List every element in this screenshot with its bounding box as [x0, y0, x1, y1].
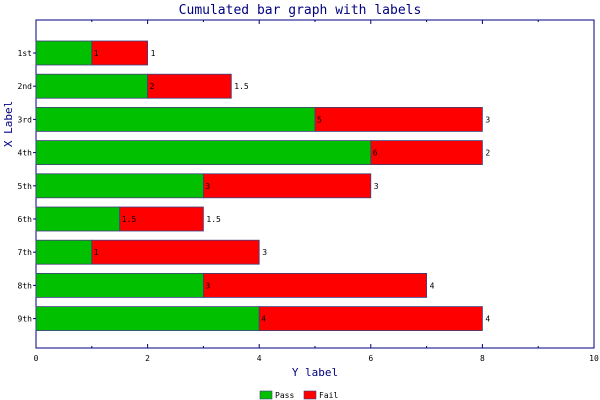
bar-pass-8th	[35, 272, 204, 298]
category-tick-label-3rd: 3rd	[18, 115, 33, 124]
data-label-pass-2nd: 2	[150, 82, 155, 91]
category-axis: 1st 2nd 3rd 4th 5th 6th 7th 8th 9th	[18, 49, 36, 324]
chart-title: Cumulated bar graph with labels	[179, 3, 422, 18]
value-axis: 0 2 4 6 8 10	[34, 20, 599, 363]
data-label-fail-6th: 1.5	[206, 215, 221, 224]
data-label-pass-4th: 6	[373, 149, 378, 158]
data-label-pass-8th: 3	[205, 281, 210, 290]
legend-swatch-pass	[259, 390, 273, 400]
bar-pass-5th	[35, 173, 204, 199]
legend-label-fail: Fail	[319, 391, 338, 400]
legend-label-pass: Pass	[275, 391, 294, 400]
bar-pass-3rd	[35, 107, 316, 132]
value-tick-label-10: 10	[589, 354, 599, 363]
data-label-pass-7th: 1	[94, 248, 99, 257]
category-tick-label-1st: 1st	[18, 49, 33, 58]
value-tick-label-0: 0	[34, 354, 39, 363]
bar-fail-7th	[91, 239, 260, 265]
data-label-fail-2nd: 1.5	[234, 82, 249, 91]
data-label-fail-4th: 2	[485, 149, 490, 158]
bar-fail-3rd	[314, 107, 483, 132]
category-tick-label-5th: 5th	[18, 182, 33, 191]
data-label-pass-3rd: 5	[317, 115, 322, 124]
category-tick-label-4th: 4th	[18, 149, 33, 158]
bar-fail-8th	[202, 272, 427, 298]
bar-pass-1st	[35, 40, 93, 66]
data-label-pass-1st: 1	[94, 49, 99, 58]
bar-fail-9th	[258, 306, 483, 332]
bar-pass-4th	[35, 140, 372, 166]
bar-fail-6th	[119, 206, 204, 232]
legend-swatch-fail	[303, 390, 317, 400]
x-axis-title: Y label	[292, 366, 338, 379]
bar-pass-2nd	[35, 73, 148, 99]
y-axis-title: X Label	[2, 101, 15, 147]
data-label-fail-8th: 4	[430, 281, 435, 290]
bar-pass-7th	[35, 239, 93, 265]
category-tick-label-2nd: 2nd	[18, 82, 33, 91]
category-tick-label-9th: 9th	[18, 315, 33, 324]
data-label-fail-7th: 3	[262, 248, 267, 257]
data-label-fail-5th: 3	[374, 182, 379, 191]
data-label-pass-9th: 4	[261, 315, 266, 324]
data-label-pass-5th: 3	[205, 182, 210, 191]
data-label-fail-9th: 4	[485, 315, 490, 324]
data-labels-group: 1 1 2 1.5 5 3 6 2 3 3 1.5 1.5 1 3 3 4 4 4	[94, 49, 491, 324]
bar-pass-9th	[35, 306, 260, 332]
bar-fail-2nd	[147, 73, 232, 99]
category-tick-label-6th: 6th	[18, 215, 33, 224]
bar-fail-4th	[370, 140, 483, 166]
bars-group	[35, 40, 483, 332]
bar-fail-1st	[91, 40, 149, 66]
value-tick-label-4: 4	[257, 354, 262, 363]
data-label-fail-3rd: 3	[485, 115, 490, 124]
value-tick-label-2: 2	[145, 354, 150, 363]
bar-fail-5th	[202, 173, 372, 199]
data-label-pass-6th: 1.5	[122, 215, 137, 224]
category-tick-label-7th: 7th	[18, 248, 33, 257]
value-tick-label-6: 6	[368, 354, 373, 363]
bar-pass-6th	[35, 206, 121, 232]
data-label-fail-1st: 1	[151, 49, 156, 58]
legend: Pass Fail	[259, 390, 338, 400]
value-tick-label-8: 8	[480, 354, 485, 363]
category-tick-label-8th: 8th	[18, 281, 33, 290]
